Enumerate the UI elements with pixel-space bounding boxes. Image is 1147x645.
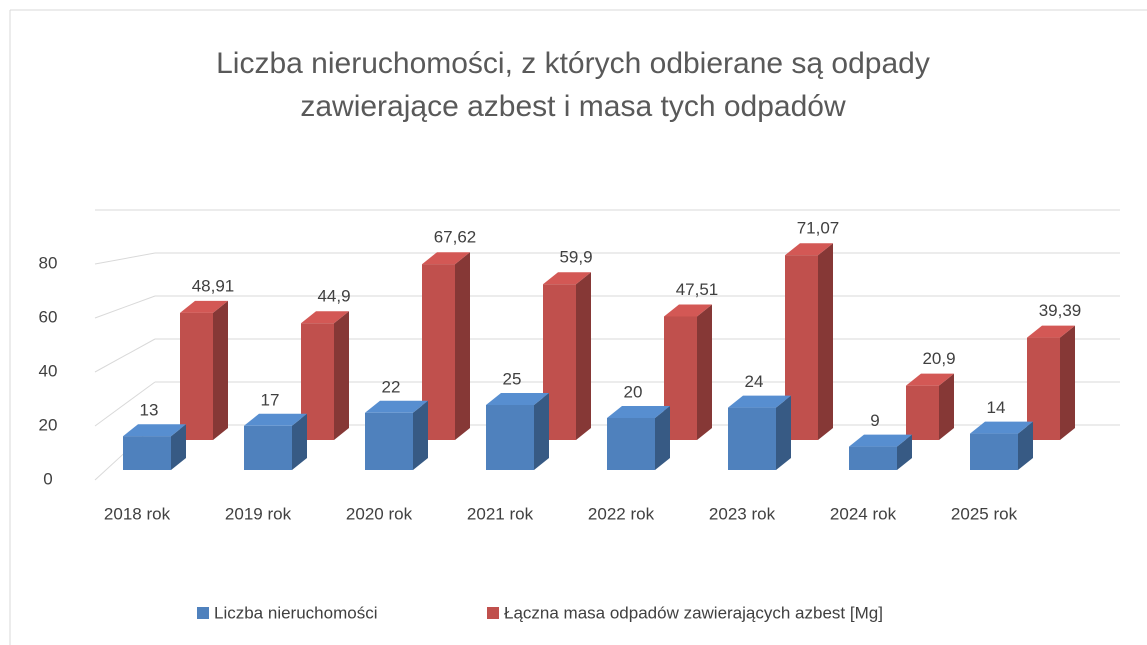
bar-top <box>123 424 186 437</box>
bar-top <box>365 400 428 413</box>
data-label: 17 <box>261 390 280 409</box>
grid-line <box>94 338 156 373</box>
data-label: 20,9 <box>922 349 955 368</box>
data-label: 39,39 <box>1039 301 1082 320</box>
data-label: 44,9 <box>317 287 350 306</box>
bar-side <box>897 434 912 470</box>
bar-top <box>849 434 912 447</box>
bar-side <box>818 243 833 440</box>
y-tick-label: 60 <box>39 307 58 326</box>
legend-swatch <box>197 607 209 619</box>
data-label: 9 <box>870 411 879 430</box>
grid-line <box>94 252 156 265</box>
bar <box>486 405 534 470</box>
data-label: 59,9 <box>559 248 592 267</box>
x-tick-label: 2018 rok <box>104 504 171 523</box>
bar-side <box>1018 421 1033 470</box>
data-label: 71,07 <box>797 219 840 238</box>
x-tick-label: 2025 rok <box>951 504 1018 523</box>
chart-title: Liczba nieruchomości, z których odbieran… <box>216 47 930 123</box>
grid-line <box>94 295 156 319</box>
x-tick-label: 2019 rok <box>225 504 292 523</box>
data-label: 47,51 <box>676 280 719 299</box>
data-label: 14 <box>987 398 1006 417</box>
bar-top <box>301 311 349 324</box>
bar-side <box>939 373 954 440</box>
x-tick-label: 2020 rok <box>346 504 413 523</box>
x-tick-label: 2023 rok <box>709 504 776 523</box>
bar-side <box>292 413 307 470</box>
bar-side <box>534 393 549 470</box>
bar-top <box>970 421 1033 434</box>
bar-side <box>413 400 428 470</box>
bar-top <box>607 406 670 418</box>
bar-top <box>664 304 712 317</box>
bar-side <box>655 406 670 470</box>
bar-top <box>244 413 307 426</box>
y-tick-label: 40 <box>39 361 58 380</box>
bar-top <box>785 243 833 256</box>
bar-side <box>334 311 349 440</box>
bar <box>244 425 292 470</box>
grid-line <box>94 381 156 427</box>
data-label: 24 <box>745 372 764 391</box>
bar-side <box>1060 325 1075 440</box>
legend-swatch <box>487 607 499 619</box>
data-label: 20 <box>624 382 643 401</box>
y-tick-label: 0 <box>43 469 52 488</box>
bar-top <box>1027 325 1075 338</box>
bar-top <box>906 373 954 386</box>
data-label: 13 <box>140 401 159 420</box>
bar <box>607 418 655 470</box>
bar <box>906 385 939 440</box>
bar-top <box>180 300 228 313</box>
bar-side <box>576 272 591 440</box>
legend-label: Liczba nieruchomości <box>214 603 377 622</box>
bar <box>849 446 897 470</box>
legend-label: Łączna masa odpadów zawierających azbest… <box>504 603 883 622</box>
bar-top <box>422 252 470 265</box>
bar <box>970 433 1018 470</box>
data-label: 67,62 <box>434 228 477 247</box>
x-tick-label: 2021 rok <box>467 504 534 523</box>
x-tick-label: 2022 rok <box>588 504 655 523</box>
bar-side <box>776 395 791 470</box>
bar-side <box>171 424 186 470</box>
data-label: 48,91 <box>192 276 235 295</box>
bar-top <box>728 395 791 408</box>
bar-side <box>455 252 470 440</box>
x-tick-label: 2024 rok <box>830 504 897 523</box>
bar <box>180 312 213 440</box>
y-tick-label: 20 <box>39 415 58 434</box>
bar <box>365 412 413 470</box>
data-label: 25 <box>503 369 522 388</box>
bar-top <box>543 272 591 285</box>
bar-side <box>697 304 712 440</box>
bar-top <box>486 393 549 405</box>
bar-side <box>213 300 228 440</box>
bar <box>123 436 171 470</box>
bar <box>728 407 776 470</box>
y-tick-label: 80 <box>39 253 58 272</box>
data-label: 22 <box>382 377 401 396</box>
